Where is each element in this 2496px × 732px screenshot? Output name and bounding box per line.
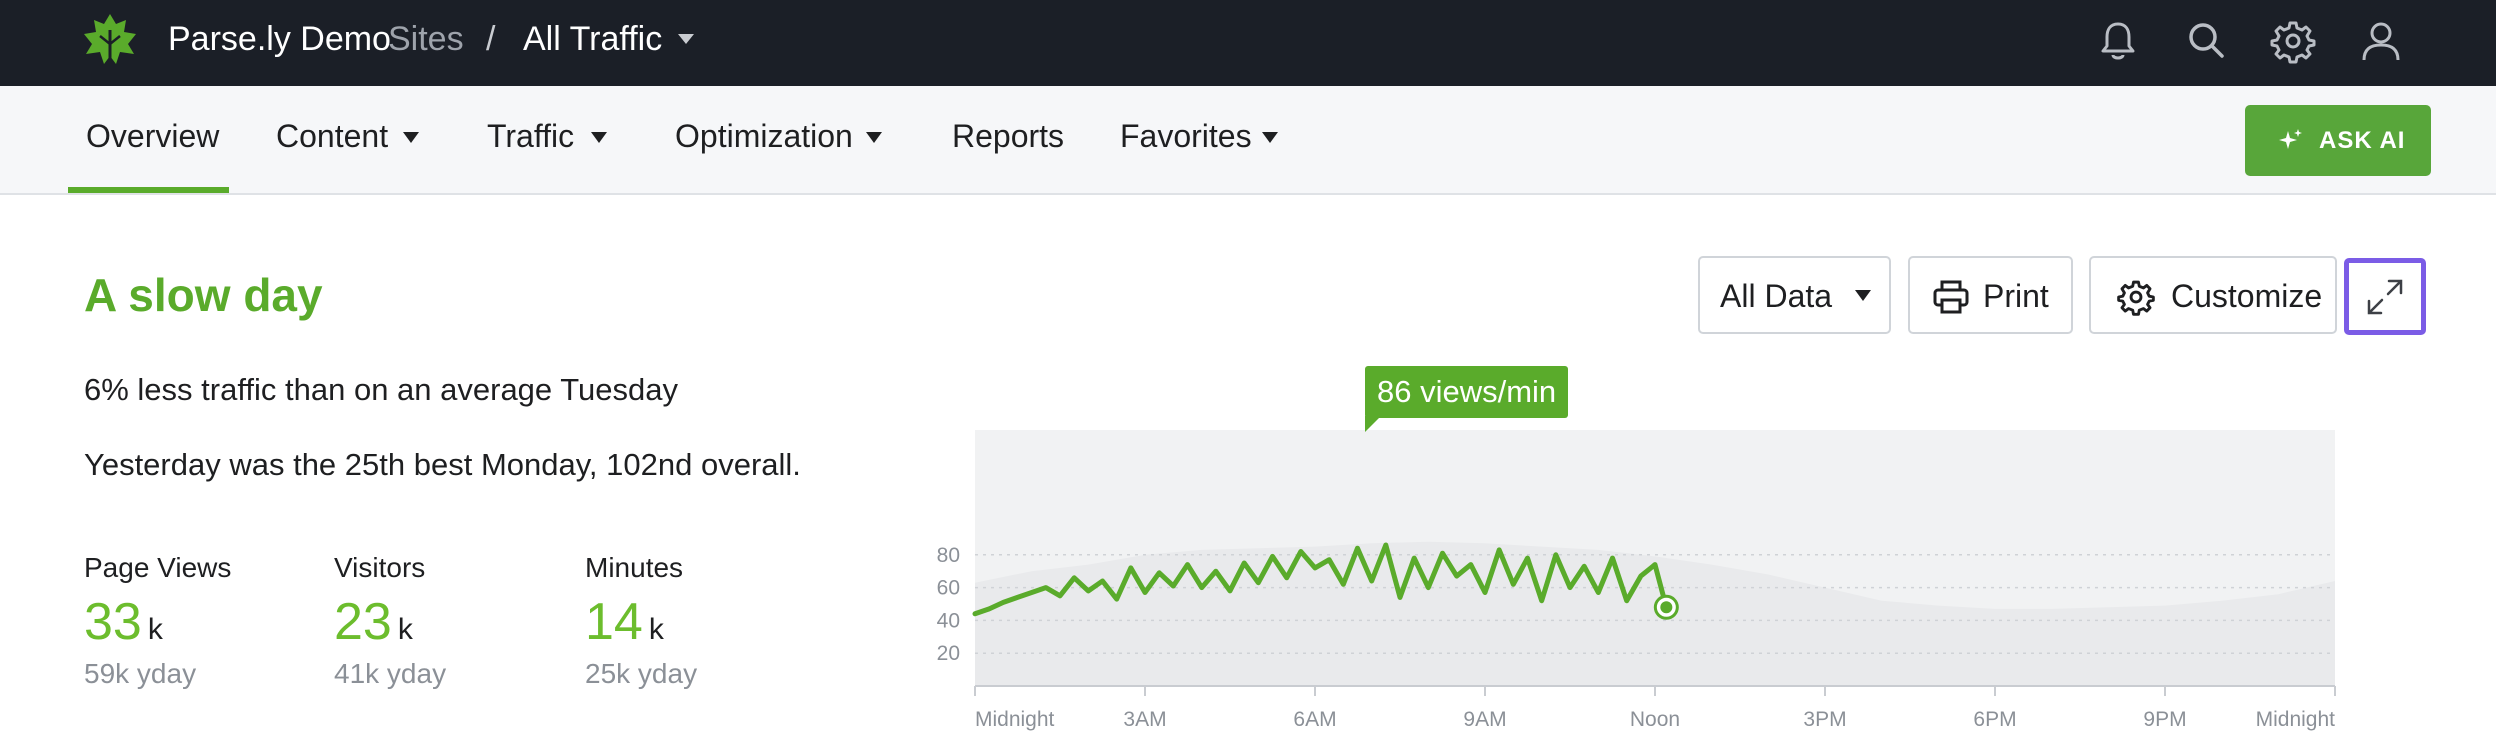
caret-down-icon[interactable] xyxy=(866,132,882,143)
stat-visitors: Visitors 23 k 41k yday xyxy=(334,552,564,690)
print-label: Print xyxy=(1983,278,2049,314)
chart-tooltip: 86 views/min xyxy=(1365,366,1569,418)
expand-icon xyxy=(2367,279,2403,315)
stat-yesterday: 25k yday xyxy=(585,658,698,689)
data-filter-value: All Data xyxy=(1720,278,1833,314)
parsely-leaf-logo-icon[interactable] xyxy=(80,10,140,72)
stat-value: 14 xyxy=(585,593,643,651)
stat-label: Visitors xyxy=(334,552,426,583)
nav-traffic[interactable]: Traffic xyxy=(487,118,575,154)
page-headline: A slow day xyxy=(84,269,323,321)
yesterday-ranking-text: Yesterday was the 25th best Monday, 102n… xyxy=(84,447,801,482)
top-bar: Parse.ly Demo Sites / All Traffic xyxy=(0,0,2496,86)
data-filter-select[interactable]: All Data xyxy=(1698,256,1891,334)
stat-yesterday: 41k yday xyxy=(334,658,447,689)
x-tick-label: Noon xyxy=(1630,708,1680,731)
x-tick-label: Midnight xyxy=(2256,708,2336,731)
sites-link[interactable]: Sites xyxy=(388,20,464,58)
stat-yesterday: 59k yday xyxy=(84,658,197,689)
current-value-dot xyxy=(1660,601,1673,614)
caret-down-icon[interactable] xyxy=(1262,132,1278,143)
ask-ai-label: ASK AI xyxy=(2319,127,2406,154)
caret-down-icon[interactable] xyxy=(591,132,607,143)
caret-down-icon[interactable] xyxy=(403,132,419,143)
caret-down-icon[interactable] xyxy=(678,34,694,44)
nav-favorites[interactable]: Favorites xyxy=(1120,118,1252,154)
stat-label: Minutes xyxy=(585,552,684,583)
fullscreen-button[interactable] xyxy=(2344,258,2426,335)
nav-reports[interactable]: Reports xyxy=(952,118,1065,154)
x-tick-label: Midnight xyxy=(975,708,1055,731)
stat-unit: k xyxy=(147,613,163,646)
stat-value: 33 xyxy=(84,593,142,651)
gear-icon[interactable] xyxy=(2270,18,2316,64)
section-nav: Overview Content Traffic Optimization Re… xyxy=(0,86,2496,195)
printer-icon xyxy=(1933,280,1969,314)
org-name[interactable]: Parse.ly Demo xyxy=(168,20,391,58)
print-button[interactable]: Print xyxy=(1908,256,2073,334)
breadcrumb-site-selector[interactable]: All Traffic xyxy=(523,20,663,58)
customize-button[interactable]: Customize xyxy=(2089,256,2337,334)
x-tick-label: 3PM xyxy=(1803,708,1846,731)
traffic-comparison-text: 6% less traffic than on an average Tuesd… xyxy=(84,372,678,407)
stat-value: 23 xyxy=(334,593,392,651)
active-tab-indicator xyxy=(68,187,229,193)
gear-icon xyxy=(2117,280,2155,316)
y-tick-label: 80 xyxy=(937,544,960,567)
typical-traffic-area xyxy=(975,541,2335,686)
caret-down-icon xyxy=(1855,290,1871,301)
customize-label: Customize xyxy=(2171,278,2323,314)
y-tick-label: 40 xyxy=(937,609,960,632)
sparkle-icon xyxy=(2279,129,2302,149)
stat-page-views: Page Views 33 k 59k yday xyxy=(84,552,314,690)
traffic-chart[interactable]: 20 40 60 80 Midnight 3AM 6AM 9AM Noon 3PM 6PM 9PM Mi… xyxy=(900,360,2340,732)
x-tick-label: 9PM xyxy=(2143,708,2186,731)
stat-unit: k xyxy=(397,613,413,646)
stat-unit: k xyxy=(648,613,664,646)
today-traffic-line xyxy=(972,542,1669,617)
x-tick-label: 6PM xyxy=(1973,708,2016,731)
x-tick-label: 6AM xyxy=(1293,708,1336,731)
y-tick-label: 20 xyxy=(937,642,960,665)
user-icon[interactable] xyxy=(2358,18,2404,64)
stat-minutes: Minutes 14 k 25k yday xyxy=(585,552,815,690)
ask-ai-button[interactable]: ASK AI xyxy=(2245,105,2431,176)
x-tick-label: 3AM xyxy=(1123,708,1166,731)
tooltip-pointer xyxy=(1365,416,1381,432)
x-tick-label: 9AM xyxy=(1463,708,1506,731)
nav-optimization[interactable]: Optimization xyxy=(675,118,853,154)
nav-overview[interactable]: Overview xyxy=(86,118,220,154)
breadcrumb-separator: / xyxy=(486,20,496,58)
search-icon[interactable] xyxy=(2183,18,2229,64)
y-tick-label: 60 xyxy=(937,577,960,600)
nav-content[interactable]: Content xyxy=(276,118,389,154)
bell-icon[interactable] xyxy=(2095,18,2141,64)
stat-label: Page Views xyxy=(84,552,232,583)
